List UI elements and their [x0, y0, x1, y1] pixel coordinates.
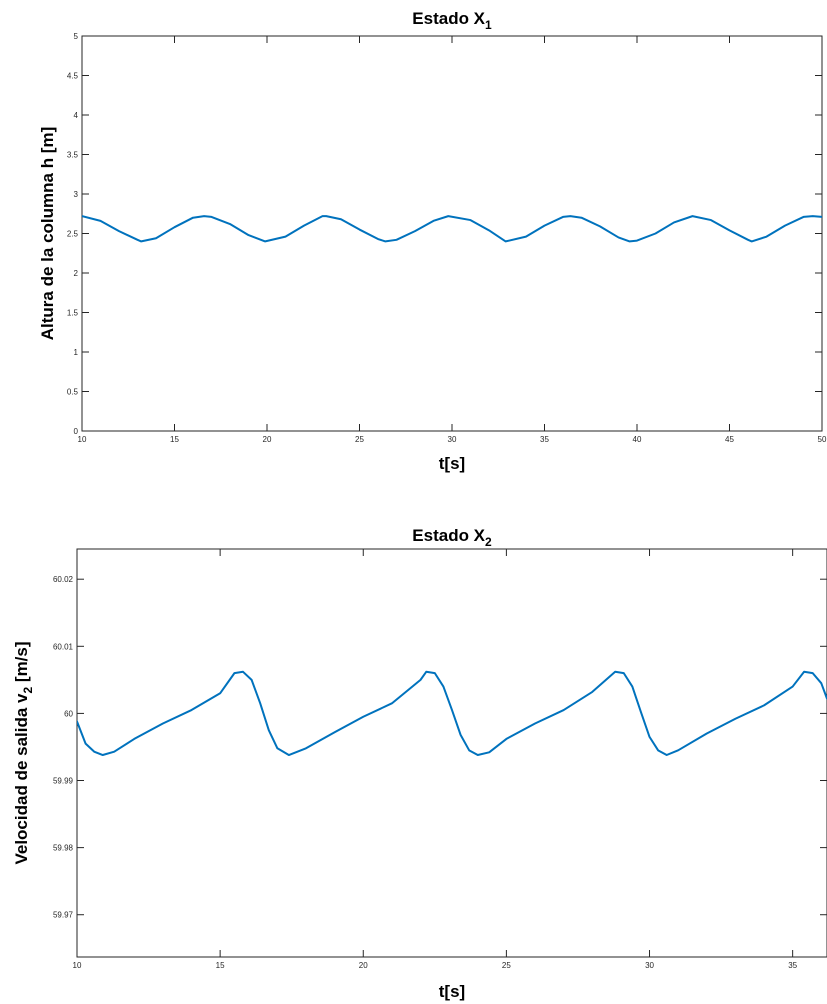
x-tick-label: 20	[263, 435, 272, 444]
y-tick-label: 60.02	[53, 575, 74, 584]
x-tick-label: 35	[788, 961, 797, 970]
x-axis-label: t[s]	[439, 982, 465, 1001]
y-axis-label-suffix: [m/s]	[12, 641, 31, 686]
y-tick-label: 1.5	[67, 309, 79, 318]
y-axis-label-text: Altura de la columna h [m]	[38, 127, 57, 340]
x-tick-label: 50	[818, 435, 827, 444]
y-tick-label: 59.99	[53, 777, 74, 786]
plot-area	[76, 548, 827, 958]
x-tick-label: 25	[502, 961, 511, 970]
x-tick-label: 15	[216, 961, 225, 970]
y-tick-label: 60	[64, 709, 73, 718]
x-tick-label: 30	[645, 961, 654, 970]
y-tick-label: 1	[74, 348, 79, 357]
y-axis-label: Altura de la columna h [m]	[38, 127, 57, 340]
y-axis-label-subscript: 2	[21, 687, 35, 694]
x-axis-label: t[s]	[439, 454, 465, 473]
chart-estado-x2: 10 15 20 25 30 35 59.97 59.98 59.99 60 60.01 60.02 E…	[12, 526, 827, 1001]
y-tick-label: 2	[74, 269, 79, 278]
y-tick-label: 5	[74, 32, 79, 41]
y-tick-label: 59.98	[53, 844, 74, 853]
x-tick-label: 45	[725, 435, 734, 444]
y-tick-label: 2.5	[67, 230, 79, 239]
chart-estado-x1: 10 15 20 25 30 35 40 45 50 0 0.5 1 1.5 2 2.5 3 3.5 4 4.5 5 E…	[38, 9, 827, 473]
y-tick-label: 3.5	[67, 151, 79, 160]
chart-title-subscript: 2	[485, 535, 492, 549]
x-tick-label: 30	[448, 435, 457, 444]
y-tick-label: 59.97	[53, 911, 74, 920]
chart-title-text: Estado X	[412, 526, 485, 545]
y-tick-label: 4.5	[67, 72, 79, 81]
y-tick-label: 3	[74, 190, 79, 199]
y-axis-label-text: Velocidad de salida v	[12, 693, 31, 865]
x-tick-label: 10	[73, 961, 82, 970]
x-tick-label: 15	[170, 435, 179, 444]
plot-area	[81, 35, 823, 432]
chart-title-text: Estado X	[412, 9, 485, 28]
x-tick-label: 25	[355, 435, 364, 444]
x-tick-label: 35	[540, 435, 549, 444]
chart-title: Estado X1	[412, 9, 492, 32]
x-tick-label: 40	[633, 435, 642, 444]
series-line	[82, 215, 822, 243]
x-tick-label: 10	[78, 435, 87, 444]
y-tick-label: 60.01	[53, 642, 74, 651]
chart-title: Estado X2	[412, 526, 492, 549]
y-tick-label: 4	[74, 111, 79, 120]
chart-title-subscript: 1	[485, 18, 492, 32]
y-tick-label: 0	[74, 427, 79, 436]
series-line	[77, 670, 827, 757]
y-tick-label: 0.5	[67, 388, 79, 397]
x-tick-label: 20	[359, 961, 368, 970]
y-axis-label: Velocidad de salida v2 [m/s]	[12, 641, 35, 864]
